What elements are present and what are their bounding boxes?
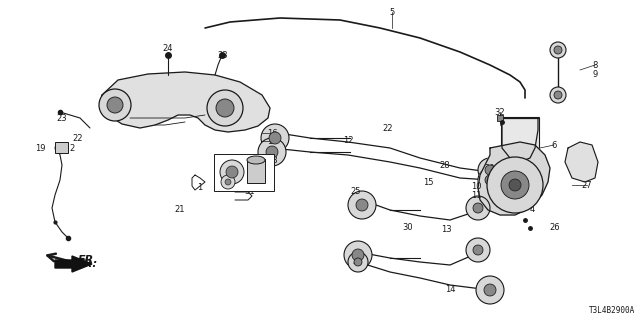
Text: 15: 15 bbox=[423, 178, 433, 187]
Circle shape bbox=[221, 175, 235, 189]
Circle shape bbox=[225, 179, 231, 185]
Text: 14: 14 bbox=[445, 285, 455, 294]
Text: 4: 4 bbox=[529, 205, 534, 214]
Circle shape bbox=[207, 90, 243, 126]
Text: 20: 20 bbox=[484, 164, 495, 172]
FancyBboxPatch shape bbox=[54, 141, 67, 153]
Text: 17: 17 bbox=[267, 137, 277, 146]
Circle shape bbox=[220, 160, 244, 184]
Circle shape bbox=[554, 46, 562, 54]
Text: 32: 32 bbox=[495, 108, 506, 116]
Circle shape bbox=[58, 146, 62, 150]
Text: T3L4B2900A: T3L4B2900A bbox=[589, 306, 635, 315]
FancyBboxPatch shape bbox=[501, 117, 539, 149]
Text: 9: 9 bbox=[593, 69, 598, 78]
Text: 6: 6 bbox=[551, 140, 557, 149]
Polygon shape bbox=[55, 256, 92, 272]
Text: 5: 5 bbox=[389, 7, 395, 17]
Circle shape bbox=[344, 241, 372, 269]
Polygon shape bbox=[102, 72, 270, 132]
Circle shape bbox=[478, 158, 502, 182]
FancyBboxPatch shape bbox=[247, 159, 265, 183]
Circle shape bbox=[466, 238, 490, 262]
Ellipse shape bbox=[247, 156, 265, 164]
Circle shape bbox=[501, 171, 529, 199]
Text: 8: 8 bbox=[592, 60, 598, 69]
Circle shape bbox=[478, 168, 502, 192]
Circle shape bbox=[356, 199, 368, 211]
Text: 21: 21 bbox=[175, 205, 185, 214]
Circle shape bbox=[354, 258, 362, 266]
Text: 10: 10 bbox=[471, 181, 481, 190]
Circle shape bbox=[226, 166, 238, 178]
Text: 28: 28 bbox=[440, 161, 451, 170]
Text: 31: 31 bbox=[244, 188, 255, 196]
Text: 16: 16 bbox=[267, 129, 277, 138]
Circle shape bbox=[554, 91, 562, 99]
Text: 29: 29 bbox=[220, 175, 230, 185]
Circle shape bbox=[473, 203, 483, 213]
Circle shape bbox=[473, 245, 483, 255]
Circle shape bbox=[348, 191, 376, 219]
Circle shape bbox=[216, 99, 234, 117]
Circle shape bbox=[484, 284, 496, 296]
Text: 22: 22 bbox=[353, 258, 364, 267]
Circle shape bbox=[348, 252, 368, 272]
Circle shape bbox=[466, 196, 490, 220]
Text: 13: 13 bbox=[441, 226, 451, 235]
Text: 24: 24 bbox=[163, 44, 173, 52]
Circle shape bbox=[261, 124, 289, 152]
Text: 2: 2 bbox=[69, 143, 75, 153]
Text: 7: 7 bbox=[524, 171, 530, 180]
Text: 1: 1 bbox=[197, 182, 203, 191]
Text: 22: 22 bbox=[383, 124, 393, 132]
Circle shape bbox=[487, 157, 543, 213]
Text: 27: 27 bbox=[582, 180, 592, 189]
FancyBboxPatch shape bbox=[214, 154, 274, 191]
Circle shape bbox=[550, 42, 566, 58]
Circle shape bbox=[550, 87, 566, 103]
Text: FR.: FR. bbox=[78, 255, 99, 265]
Text: 25: 25 bbox=[351, 188, 361, 196]
Circle shape bbox=[99, 89, 131, 121]
Text: 18: 18 bbox=[267, 156, 277, 164]
Text: 19: 19 bbox=[35, 143, 45, 153]
Circle shape bbox=[485, 165, 495, 175]
Circle shape bbox=[509, 179, 521, 191]
Polygon shape bbox=[565, 142, 598, 182]
Circle shape bbox=[107, 97, 123, 113]
Text: 22: 22 bbox=[73, 133, 83, 142]
Text: 12: 12 bbox=[343, 135, 353, 145]
Circle shape bbox=[258, 138, 286, 166]
Circle shape bbox=[485, 175, 495, 185]
Circle shape bbox=[352, 249, 364, 261]
Polygon shape bbox=[478, 142, 550, 215]
Text: FR.: FR. bbox=[78, 259, 97, 269]
Text: 3: 3 bbox=[529, 197, 534, 206]
Circle shape bbox=[476, 276, 504, 304]
Circle shape bbox=[266, 146, 278, 158]
Text: 26: 26 bbox=[550, 223, 560, 233]
Text: 30: 30 bbox=[403, 223, 413, 233]
Circle shape bbox=[269, 132, 281, 144]
Text: 11: 11 bbox=[471, 190, 481, 199]
Circle shape bbox=[55, 143, 65, 153]
Text: 23: 23 bbox=[218, 51, 228, 60]
Text: 23: 23 bbox=[57, 114, 67, 123]
